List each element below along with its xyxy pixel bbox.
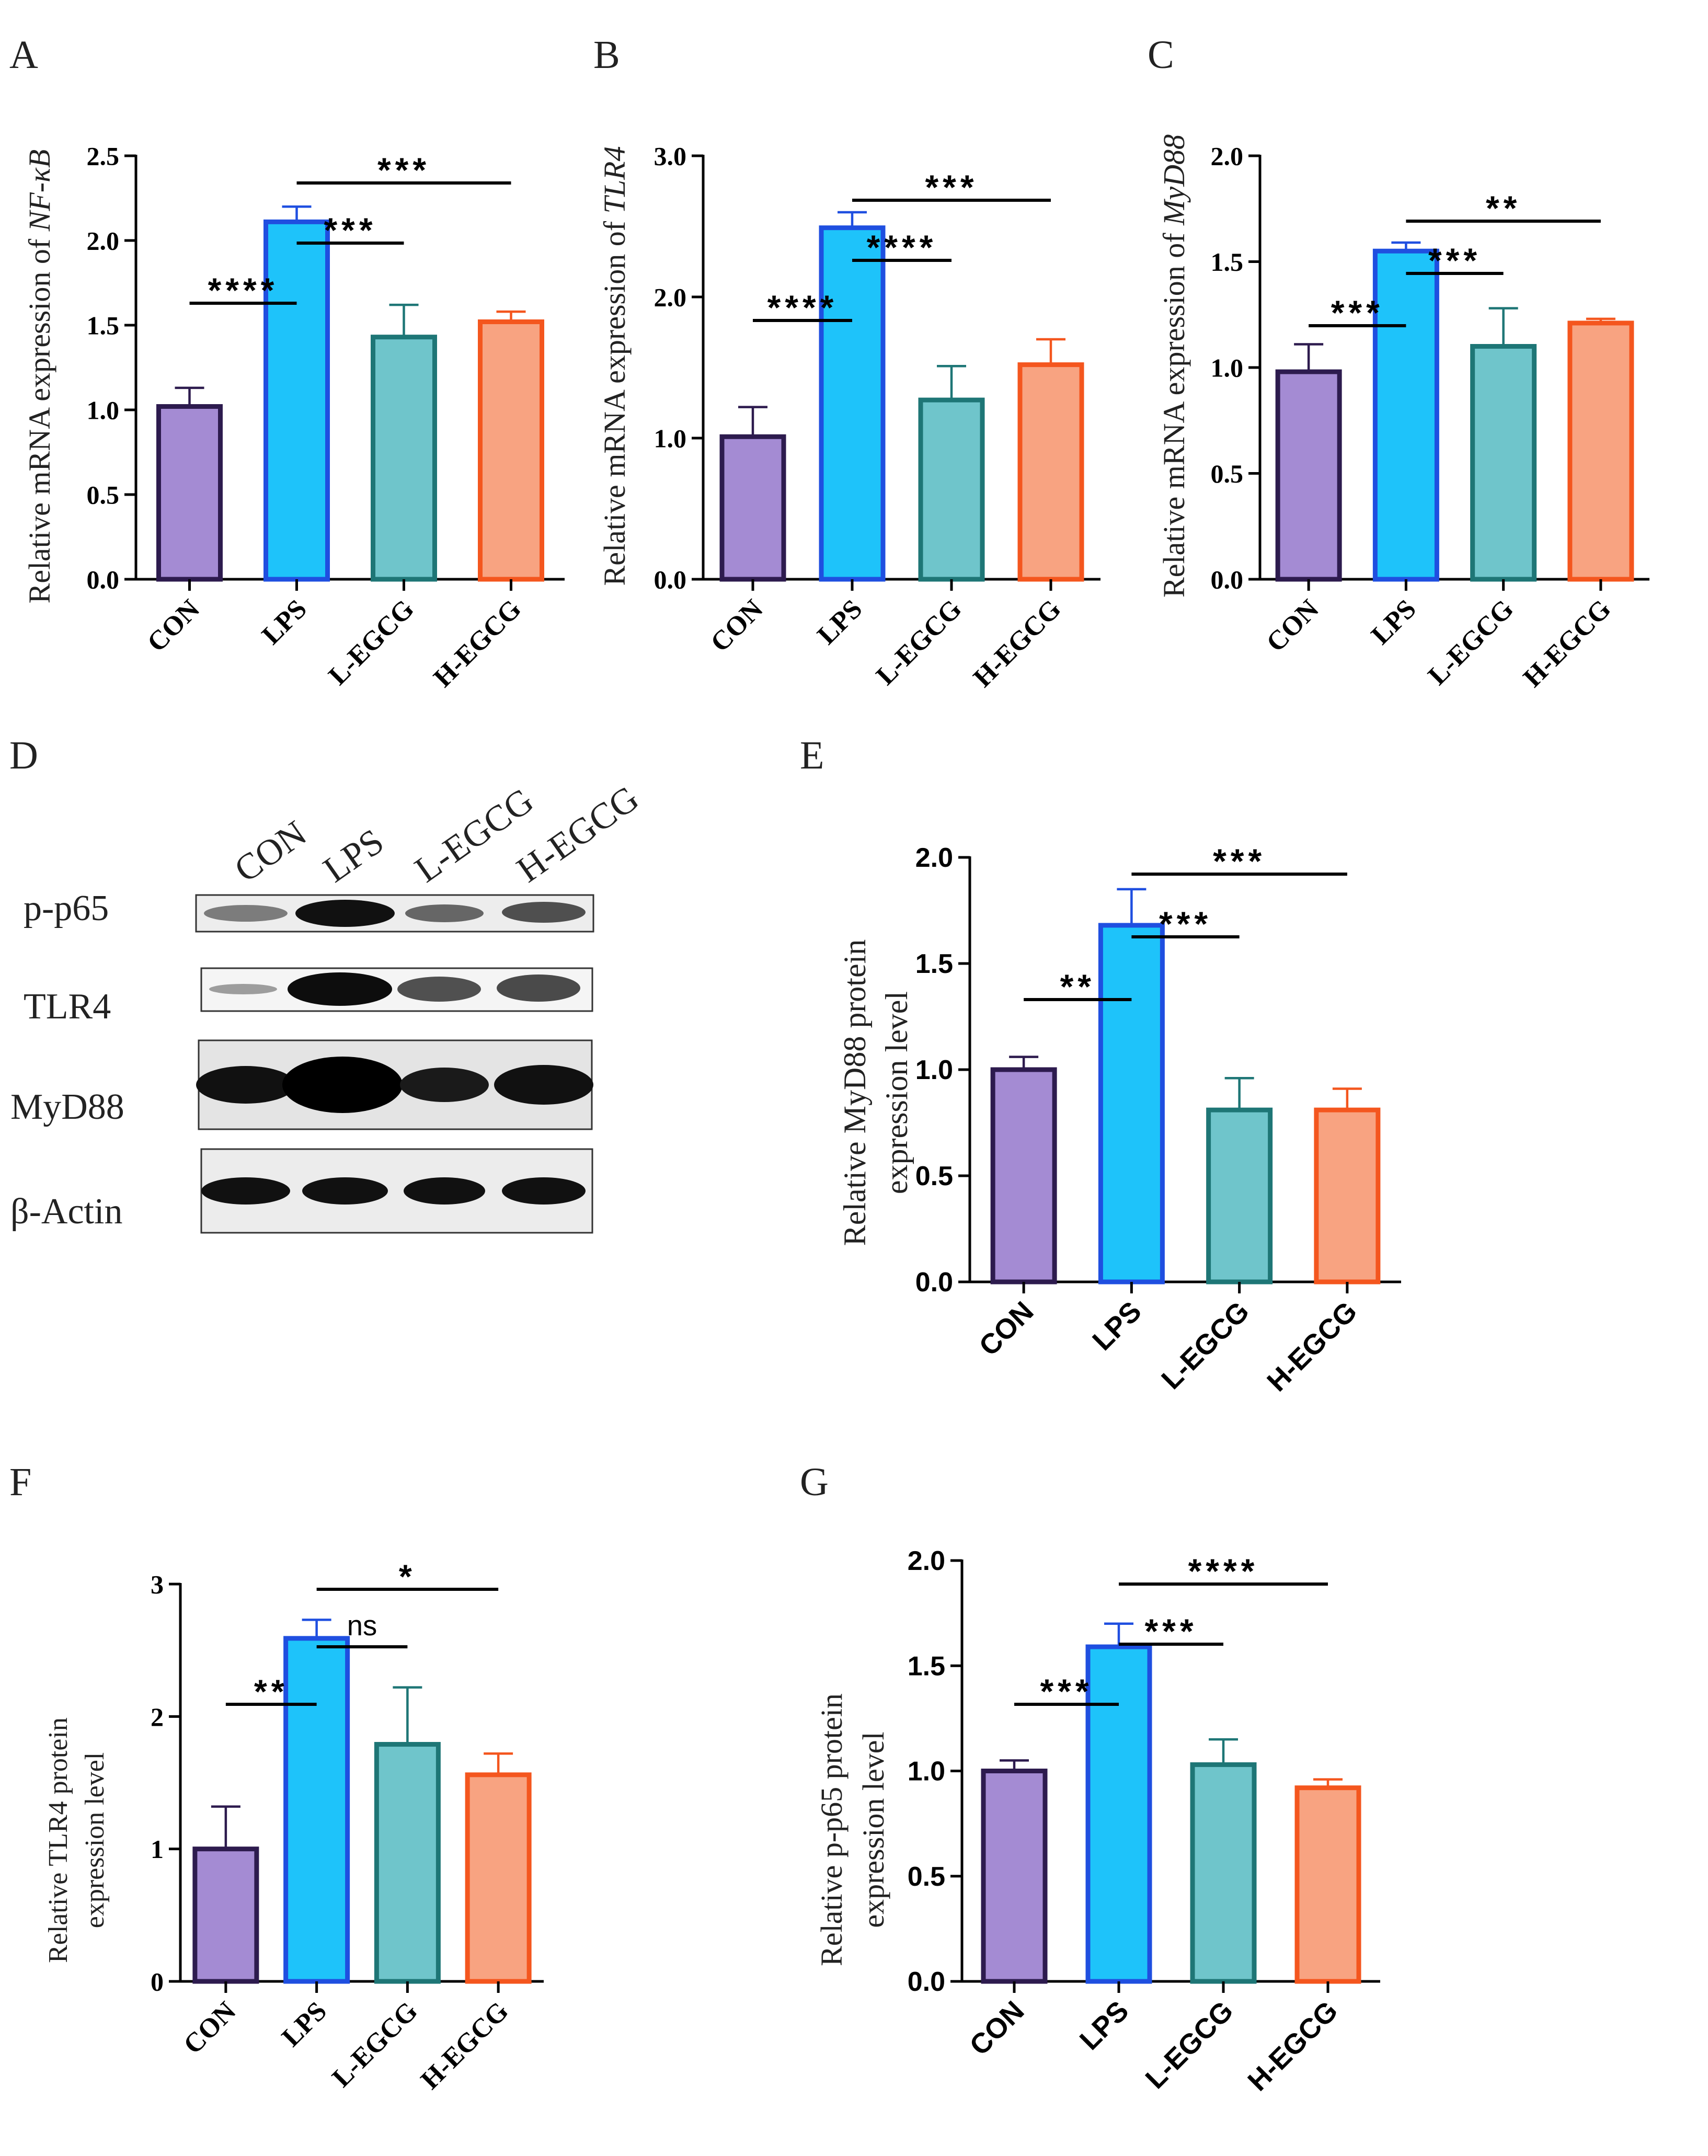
y-tick-label-a-3: 1.5 bbox=[87, 311, 120, 340]
sig-label-f-1: ns bbox=[347, 1610, 377, 1642]
bar-c-con bbox=[1275, 369, 1342, 582]
sig-label-c-2: ** bbox=[1486, 189, 1521, 227]
y-tick-label-g-2: 1.0 bbox=[908, 1757, 945, 1787]
bar-g-l-egcg bbox=[1190, 1762, 1257, 1984]
sig-label-c-0: *** bbox=[1331, 293, 1384, 332]
bar-f-l-egcg bbox=[374, 1742, 441, 1984]
chart-panel-b: B Relative mRNA expression of TLR4 0.0 1.… bbox=[593, 33, 1101, 693]
bar-a-l-egcg bbox=[371, 335, 437, 582]
sig-label-e-2: *** bbox=[1213, 842, 1266, 880]
sig-label-e-0: ** bbox=[1060, 967, 1095, 1006]
protein-label-beta-actin: β-Actin bbox=[10, 1191, 122, 1232]
panel-label-f: F bbox=[9, 1460, 31, 1504]
y-tick-label-c-1: 0.5 bbox=[1211, 459, 1244, 488]
y-tick-label-c-2: 1.0 bbox=[1211, 353, 1244, 383]
sig-label-c-1: *** bbox=[1428, 241, 1481, 280]
y-tick-label-b-3: 3.0 bbox=[654, 142, 687, 171]
y-tick-label-b-1: 1.0 bbox=[654, 424, 687, 453]
protein-label-myd88: MyD88 bbox=[10, 1087, 124, 1127]
y-axis-label-g-line2: expression level bbox=[856, 1731, 890, 1928]
sig-label-g-1: *** bbox=[1144, 1612, 1197, 1650]
y-tick-label-e-0: 0.0 bbox=[915, 1267, 953, 1298]
panel-label-d: D bbox=[9, 733, 38, 777]
y-axis-label-g-line1: Relative p-p65 protein bbox=[815, 1693, 849, 1966]
panel-label-b: B bbox=[593, 33, 620, 77]
bar-c-h-egcg bbox=[1567, 320, 1634, 582]
sig-label-f-0: ** bbox=[254, 1673, 289, 1711]
y-tick-label-e-1: 0.5 bbox=[915, 1161, 953, 1191]
y-axis-label-e-line1: Relative MyD88 protein bbox=[838, 939, 872, 1246]
sig-label-b-1: **** bbox=[867, 228, 937, 267]
bar-g-con bbox=[981, 1769, 1048, 1984]
y-tick-label-f-2: 2 bbox=[151, 1702, 164, 1731]
y-tick-label-c-3: 1.5 bbox=[1211, 247, 1244, 277]
sig-label-g-0: *** bbox=[1040, 1672, 1093, 1711]
y-axis-label-c: Relative mRNA expression of MyD88 bbox=[1157, 134, 1191, 598]
bar-b-lps bbox=[819, 225, 886, 582]
y-axis-label-b: Relative mRNA expression of TLR4 bbox=[598, 146, 632, 586]
panel-label-g: G bbox=[800, 1460, 829, 1504]
bar-c-l-egcg bbox=[1470, 344, 1537, 582]
sig-label-g-2: **** bbox=[1188, 1552, 1259, 1590]
bar-f-lps bbox=[283, 1636, 350, 1984]
bar-a-con bbox=[156, 404, 223, 582]
y-tick-label-f-3: 3 bbox=[151, 1570, 164, 1599]
sig-label-a-1: *** bbox=[324, 211, 376, 249]
blot-strip-p-p65 bbox=[195, 894, 594, 933]
y-tick-label-c-4: 2.0 bbox=[1211, 142, 1244, 171]
bar-e-con bbox=[990, 1067, 1057, 1285]
bar-g-lps bbox=[1085, 1644, 1152, 1984]
y-tick-label-a-0: 0.0 bbox=[87, 565, 120, 594]
y-tick-label-c-0: 0.0 bbox=[1211, 565, 1244, 594]
y-axis-label-f-line1: Relative TLR4 protein bbox=[43, 1717, 73, 1963]
protein-label-p-p65: p-p65 bbox=[24, 888, 109, 928]
y-tick-label-f-1: 1 bbox=[151, 1834, 164, 1864]
bar-c-lps bbox=[1372, 248, 1439, 582]
y-tick-label-g-0: 0.0 bbox=[908, 1967, 945, 1997]
y-tick-label-a-4: 2.0 bbox=[87, 226, 120, 256]
bar-e-l-egcg bbox=[1206, 1107, 1273, 1285]
y-tick-label-b-2: 2.0 bbox=[654, 283, 687, 312]
blot-strip-myd88 bbox=[196, 1039, 593, 1130]
panel-label-a: A bbox=[9, 33, 38, 77]
bar-f-h-egcg bbox=[465, 1772, 532, 1984]
bar-a-lps bbox=[263, 219, 330, 582]
panel-label-e: E bbox=[800, 733, 824, 777]
bar-e-h-egcg bbox=[1314, 1107, 1381, 1285]
y-tick-label-g-4: 2.0 bbox=[908, 1546, 945, 1576]
y-tick-label-f-0: 0 bbox=[151, 1967, 164, 1997]
blot-strip-beta-actin bbox=[200, 1148, 593, 1234]
y-tick-label-g-3: 1.5 bbox=[908, 1651, 945, 1681]
sig-label-f-2: * bbox=[399, 1558, 416, 1596]
bar-b-h-egcg bbox=[1017, 362, 1084, 582]
y-axis-label-e-line2: expression level bbox=[879, 991, 914, 1194]
y-tick-label-a-5: 2.5 bbox=[87, 142, 120, 171]
sig-label-e-1: *** bbox=[1159, 904, 1212, 943]
bar-b-con bbox=[719, 434, 786, 582]
sig-label-b-0: **** bbox=[767, 288, 838, 327]
protein-label-tlr4: TLR4 bbox=[24, 987, 111, 1027]
y-tick-label-e-4: 2.0 bbox=[915, 843, 953, 873]
bar-e-lps bbox=[1098, 923, 1165, 1285]
bar-f-con bbox=[192, 1847, 259, 1984]
y-tick-label-a-1: 0.5 bbox=[87, 480, 120, 510]
bar-g-h-egcg bbox=[1294, 1785, 1361, 1984]
y-tick-label-b-0: 0.0 bbox=[654, 565, 687, 594]
bar-a-h-egcg bbox=[478, 319, 544, 582]
blot-strip-tlr4 bbox=[200, 967, 593, 1012]
y-tick-label-e-2: 1.0 bbox=[915, 1055, 953, 1085]
sig-label-a-2: *** bbox=[377, 151, 430, 189]
bar-b-l-egcg bbox=[918, 397, 985, 582]
y-tick-label-a-2: 1.0 bbox=[87, 396, 120, 425]
sig-label-a-0: **** bbox=[208, 271, 279, 309]
sig-label-b-2: *** bbox=[925, 168, 978, 207]
y-tick-label-e-3: 1.5 bbox=[915, 949, 953, 979]
y-axis-label-a: Relative mRNA expression of NF-κB bbox=[22, 150, 56, 604]
y-axis-label-f-line2: expression level bbox=[80, 1752, 110, 1928]
y-tick-label-g-1: 0.5 bbox=[908, 1862, 945, 1892]
panel-label-c: C bbox=[1148, 33, 1174, 77]
